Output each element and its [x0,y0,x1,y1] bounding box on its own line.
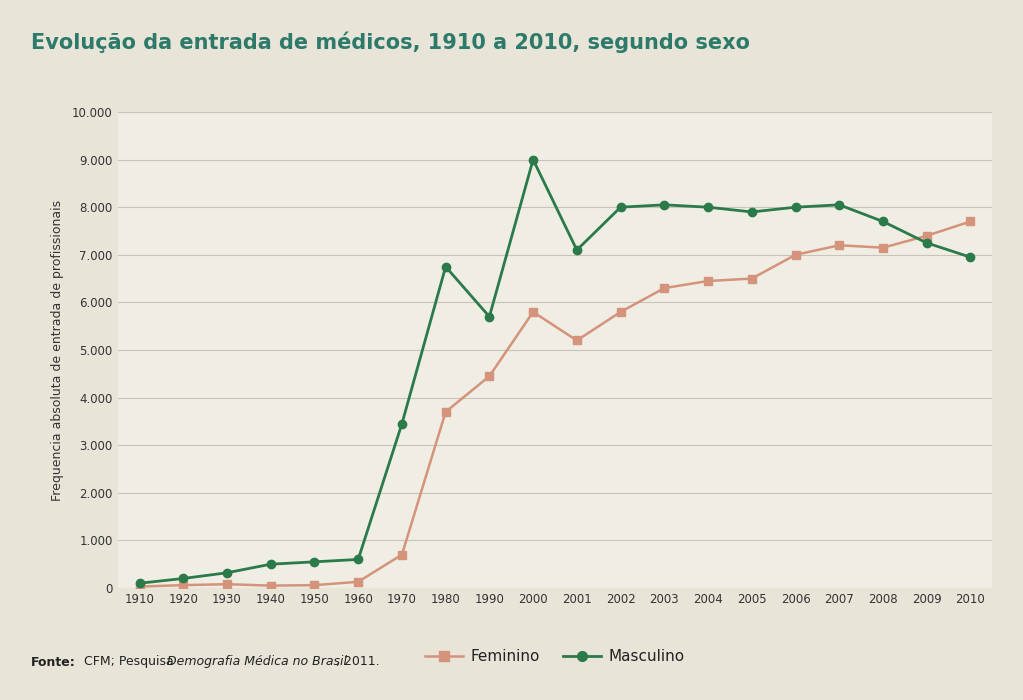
Text: , 2011.: , 2011. [336,655,380,668]
Y-axis label: Frequencia absoluta de entrada de profissionais: Frequencia absoluta de entrada de profis… [51,199,63,500]
Text: CFM; Pesquisa: CFM; Pesquisa [80,655,178,668]
Legend: Feminino, Masculino: Feminino, Masculino [418,643,692,671]
Text: Evolução da entrada de médicos, 1910 a 2010, segundo sexo: Evolução da entrada de médicos, 1910 a 2… [31,32,750,53]
Text: Fonte:: Fonte: [31,655,76,668]
Text: Demografia Médica no Brasil: Demografia Médica no Brasil [167,655,347,668]
